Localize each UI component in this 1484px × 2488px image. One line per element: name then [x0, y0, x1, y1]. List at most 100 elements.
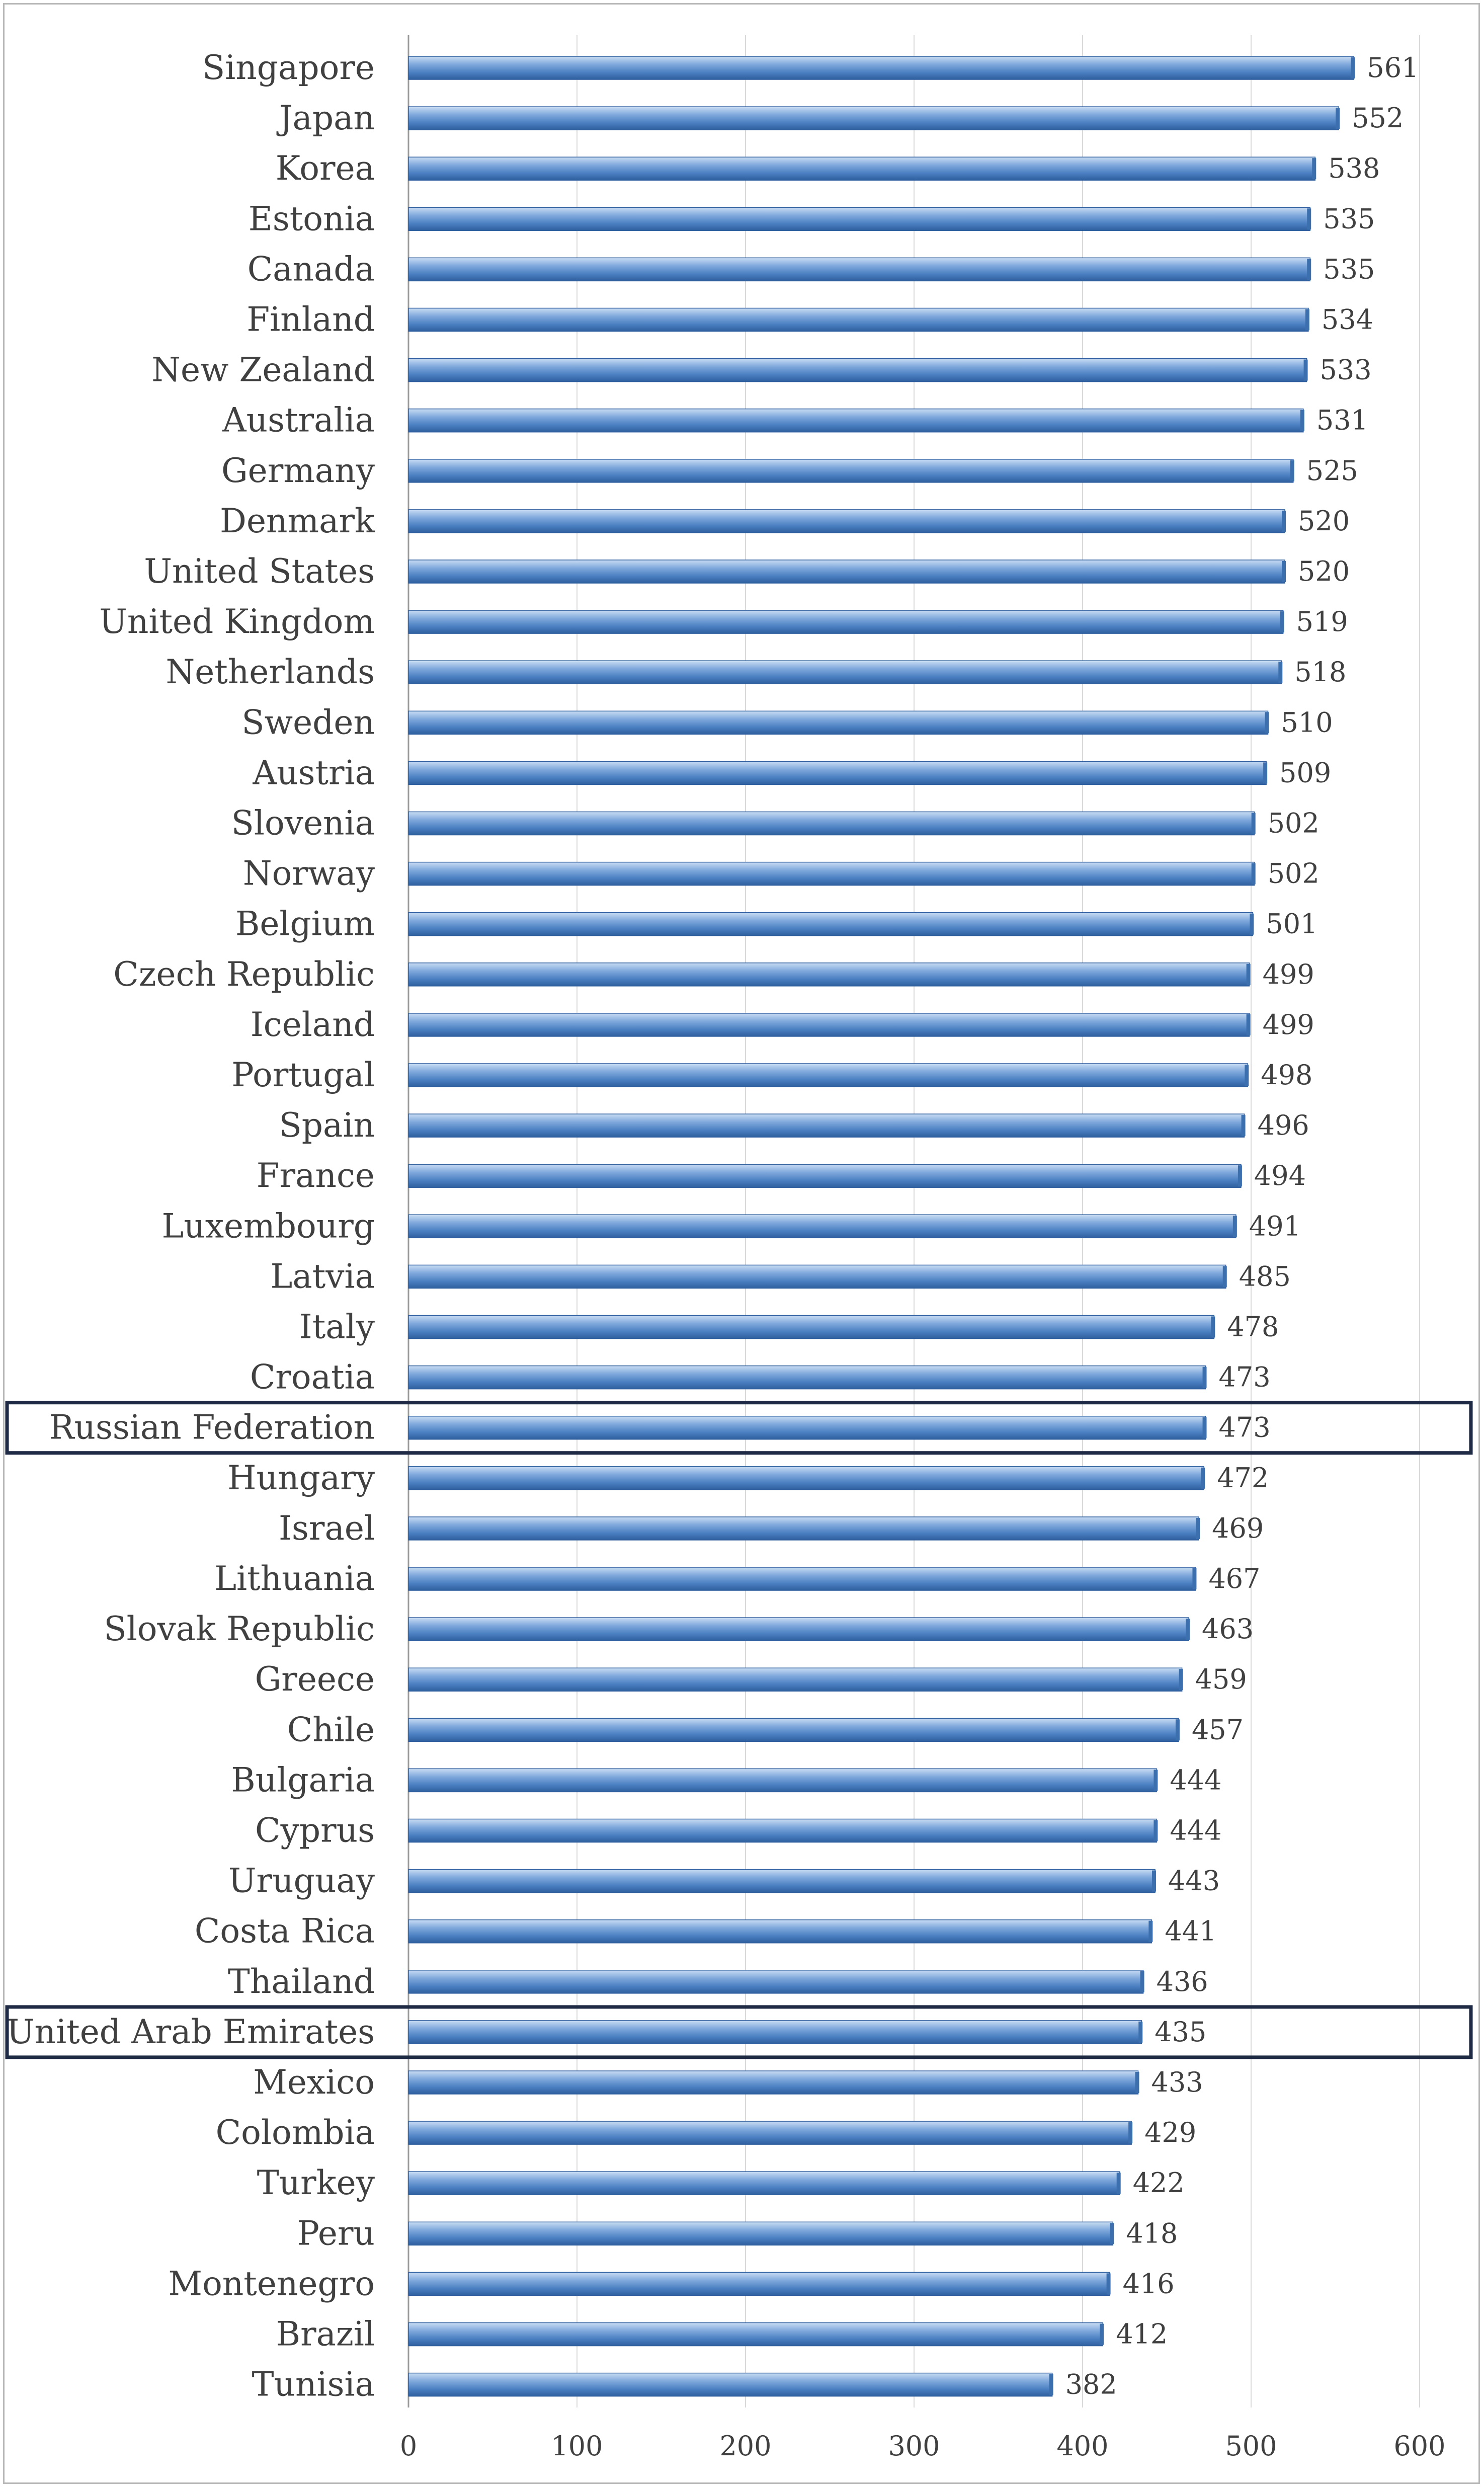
category-label: Bulgaria — [231, 1760, 375, 1799]
bar-end-cap — [1241, 1115, 1246, 1137]
category-label: Austria — [252, 753, 375, 792]
category-label: Colombia — [216, 2113, 375, 2152]
bar-end-cap — [1128, 2122, 1133, 2144]
value-label: 501 — [1266, 908, 1317, 940]
bar — [408, 358, 1307, 382]
value-label: 443 — [1168, 1865, 1220, 1897]
value-label: 444 — [1170, 1764, 1221, 1796]
category-label: Spain — [279, 1106, 375, 1145]
bar — [408, 1315, 1215, 1339]
bar-end-cap — [1116, 2173, 1121, 2194]
bars — [408, 56, 1355, 2397]
bar — [408, 106, 1339, 130]
bar — [408, 761, 1267, 785]
bar-end-cap — [1202, 1367, 1207, 1388]
bar-end-cap — [1265, 712, 1269, 734]
bar-end-cap — [1138, 2021, 1143, 2043]
bar-end-cap — [1196, 1517, 1200, 1539]
value-label: 520 — [1298, 555, 1350, 587]
category-label: Italy — [299, 1308, 375, 1346]
bar — [408, 1617, 1189, 1641]
value-label: 498 — [1261, 1059, 1312, 1091]
category-label: New Zealand — [151, 351, 375, 389]
category-label: France — [257, 1156, 375, 1195]
bar — [408, 1013, 1250, 1037]
value-label: 418 — [1126, 2217, 1178, 2249]
value-label: 533 — [1320, 354, 1372, 386]
bar-end-cap — [1282, 510, 1286, 532]
bar-end-cap — [1049, 2374, 1053, 2395]
bar-end-cap — [1106, 2273, 1111, 2295]
bar-end-cap — [1351, 57, 1355, 78]
bar — [408, 710, 1269, 735]
bar — [408, 2121, 1132, 2145]
bar-end-cap — [1153, 1770, 1158, 1791]
value-label: 463 — [1202, 1613, 1254, 1645]
value-label: 509 — [1279, 757, 1331, 788]
value-label: 473 — [1219, 1412, 1271, 1443]
value-label: 499 — [1263, 958, 1314, 990]
bar — [408, 1919, 1152, 1944]
category-label: Mexico — [253, 2063, 375, 2102]
category-label: Israel — [279, 1509, 375, 1548]
bar — [408, 56, 1355, 80]
value-label: 457 — [1192, 1714, 1244, 1745]
category-label: Slovenia — [231, 804, 375, 843]
category-label: Lithuania — [214, 1559, 375, 1598]
value-label: 534 — [1322, 304, 1373, 336]
value-label: 519 — [1296, 606, 1348, 637]
bar — [408, 1214, 1236, 1239]
bar — [408, 257, 1310, 282]
bar-end-cap — [1251, 813, 1256, 834]
category-label: Iceland — [251, 1005, 375, 1044]
category-label: Hungary — [227, 1459, 375, 1497]
bar-end-cap — [1303, 359, 1308, 381]
bar-end-cap — [1153, 1820, 1158, 1841]
category-label: Latvia — [271, 1257, 375, 1296]
bar-end-cap — [1250, 913, 1254, 935]
bar — [408, 1718, 1179, 1742]
value-label: 429 — [1144, 2117, 1196, 2148]
x-tick-label: 0 — [400, 2430, 417, 2462]
value-label: 412 — [1116, 2318, 1168, 2350]
bar-end-cap — [1152, 1870, 1157, 1892]
value-label: 478 — [1227, 1311, 1279, 1343]
bar — [408, 660, 1282, 684]
bar — [408, 1365, 1206, 1390]
value-label: 473 — [1219, 1361, 1271, 1393]
value-label: 485 — [1239, 1260, 1291, 1292]
bar-end-cap — [1238, 1165, 1242, 1187]
value-label: 510 — [1281, 706, 1333, 738]
bar — [408, 2070, 1139, 2095]
value-label: 422 — [1133, 2167, 1185, 2199]
bar-end-cap — [1110, 2223, 1114, 2244]
value-label: 525 — [1306, 455, 1358, 487]
value-label: 494 — [1254, 1160, 1306, 1191]
value-label: 436 — [1157, 1966, 1208, 1997]
category-label: Finland — [246, 300, 375, 339]
bar-end-cap — [1251, 863, 1256, 885]
x-tick-label: 100 — [551, 2430, 603, 2462]
bar-end-cap — [1222, 1266, 1227, 1288]
bar — [408, 559, 1285, 584]
bar — [408, 1768, 1158, 1793]
x-tick-label: 600 — [1393, 2430, 1445, 2462]
category-label: Turkey — [257, 2163, 375, 2202]
bar — [408, 2372, 1053, 2397]
category-label: Tunisia — [252, 2365, 375, 2404]
bar-end-cap — [1201, 1467, 1205, 1489]
value-label: 561 — [1367, 52, 1419, 84]
bar — [408, 2322, 1103, 2347]
category-label: United States — [144, 552, 375, 591]
value-label: 469 — [1212, 1512, 1264, 1544]
x-tick-label: 200 — [719, 2430, 771, 2462]
bar — [408, 2221, 1114, 2246]
x-tick-label: 500 — [1225, 2430, 1277, 2462]
value-label: 535 — [1323, 203, 1375, 234]
labels: Singapore 561 Japan 552 Korea 538 Estonia 535 Ca… — [7, 48, 1419, 2404]
bar-end-cap — [1186, 1619, 1190, 1640]
bar — [408, 1667, 1183, 1692]
bar — [408, 1466, 1204, 1490]
category-label: Estonia — [249, 199, 375, 238]
